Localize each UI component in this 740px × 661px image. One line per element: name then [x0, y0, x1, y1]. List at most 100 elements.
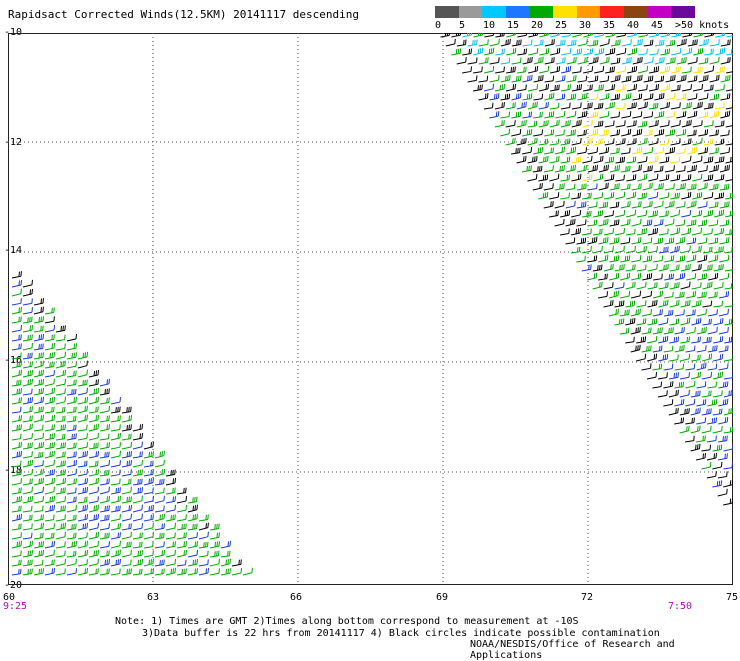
wind-barb — [587, 273, 596, 280]
map-title: Rapidsact Corrected Winds(12.5KM) 201411… — [8, 8, 359, 21]
wind-barb — [45, 379, 54, 386]
wind-barb — [100, 487, 109, 494]
wind-barb — [715, 48, 724, 55]
wind-barb — [692, 228, 701, 235]
wind-barb — [621, 201, 630, 208]
wind-barb — [177, 514, 186, 521]
wind-barb — [677, 75, 686, 82]
wind-barb — [23, 433, 32, 440]
wind-barb — [680, 372, 689, 379]
wind-barb — [677, 39, 686, 46]
wind-barb — [506, 84, 515, 91]
wind-barb — [637, 228, 646, 235]
wind-barb — [89, 407, 98, 413]
wind-barb — [720, 220, 729, 226]
wind-barb — [122, 424, 131, 431]
wind-barb — [34, 406, 43, 413]
wind-barb — [696, 381, 705, 388]
wind-barb — [604, 210, 613, 217]
wind-barb — [660, 157, 669, 163]
wind-barb — [67, 380, 76, 386]
wind-barb — [649, 66, 658, 73]
wind-barb — [23, 451, 32, 458]
wind-barb — [495, 102, 504, 109]
wind-barb — [210, 541, 219, 548]
wind-barb — [67, 488, 76, 494]
legend-label: 35 — [603, 20, 615, 31]
wind-barb — [709, 184, 718, 190]
wind-barb — [588, 147, 597, 154]
wind-barb — [698, 147, 707, 154]
wind-barb — [495, 49, 504, 55]
wind-barb — [78, 425, 87, 431]
wind-barb — [144, 496, 153, 503]
wind-barb — [594, 121, 603, 127]
wind-barb — [703, 282, 712, 289]
wind-barb — [622, 57, 631, 64]
wind-barb — [582, 193, 591, 199]
wind-barb — [665, 93, 674, 100]
wind-barb — [34, 514, 43, 521]
wind-barb — [692, 246, 701, 253]
wind-barb — [45, 515, 54, 521]
wind-barb — [702, 337, 711, 343]
wind-barb — [490, 39, 499, 46]
wind-barb — [593, 210, 602, 217]
wind-barb — [522, 147, 531, 154]
legend-swatch — [624, 6, 648, 18]
wind-barb — [725, 247, 733, 253]
wind-barb — [56, 407, 65, 413]
wind-barb — [631, 237, 640, 244]
wind-barb — [638, 102, 647, 109]
wind-barb — [133, 424, 142, 431]
wind-barb — [100, 470, 109, 476]
wind-barb — [89, 443, 98, 449]
wind-barb — [199, 559, 208, 566]
wind-barb — [655, 40, 664, 46]
wind-barb — [660, 120, 669, 127]
wind-barb — [686, 238, 695, 244]
wind-barb — [680, 337, 689, 343]
wind-barb — [538, 175, 547, 181]
wind-barb — [188, 541, 197, 548]
wind-barb — [720, 111, 729, 118]
wind-barb — [155, 514, 164, 521]
wind-barb — [718, 471, 727, 478]
wind-barb — [587, 255, 596, 262]
wind-barb — [648, 228, 657, 235]
wind-barb — [686, 346, 695, 352]
wind-barb — [111, 397, 120, 404]
wind-barb — [610, 165, 619, 172]
wind-barb — [671, 157, 680, 163]
wind-barb — [686, 273, 695, 280]
wind-barb — [56, 442, 65, 449]
wind-barb — [658, 336, 667, 343]
wind-barb — [78, 523, 87, 530]
wind-barb — [501, 75, 510, 82]
wind-barb — [45, 307, 54, 314]
wind-barb — [45, 568, 54, 575]
wind-barb — [626, 210, 635, 217]
wind-barb — [232, 568, 241, 575]
wind-barb — [687, 130, 696, 136]
legend-label: 10 — [483, 20, 495, 31]
wind-barb — [631, 291, 640, 298]
wind-barb — [473, 48, 482, 55]
wind-barb — [704, 85, 713, 91]
wind-barb — [626, 246, 635, 253]
wind-barb — [659, 174, 668, 181]
wind-barb — [637, 193, 646, 199]
wind-barb — [56, 452, 65, 458]
wind-barb — [12, 397, 21, 404]
wind-barb — [12, 415, 21, 422]
wind-barb — [155, 488, 164, 494]
wind-barb — [687, 201, 696, 208]
wind-barb — [188, 568, 197, 575]
wind-barb — [669, 390, 678, 397]
wind-barb — [604, 174, 613, 181]
wind-barb — [718, 381, 727, 388]
wind-barb — [708, 364, 717, 370]
wind-barb — [506, 138, 515, 145]
wind-barb — [675, 345, 684, 352]
wind-barb — [696, 453, 705, 460]
